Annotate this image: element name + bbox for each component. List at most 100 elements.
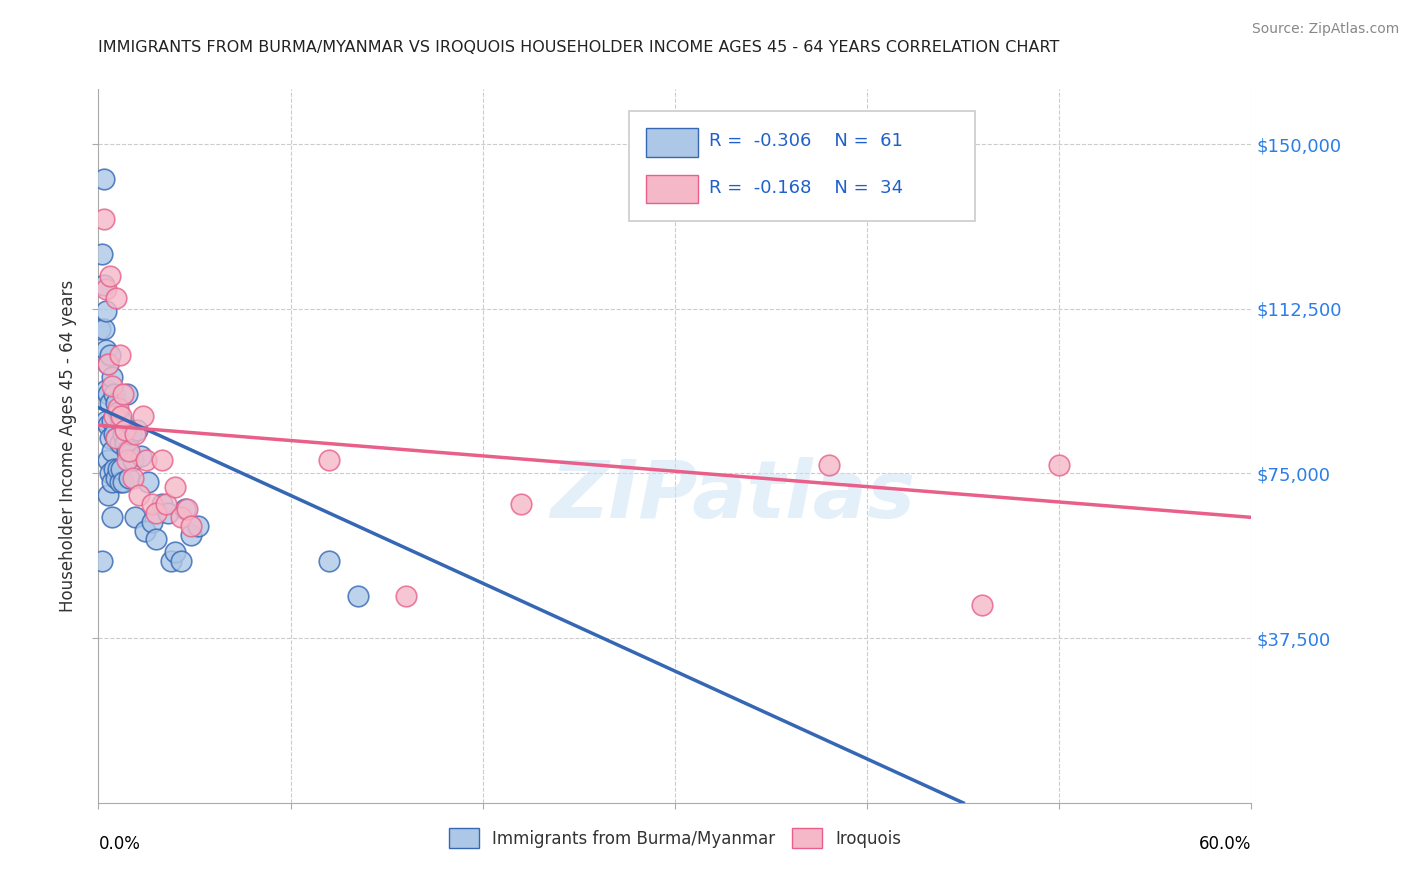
- Point: [318, 453, 340, 467]
- Point: [128, 488, 150, 502]
- Point: [160, 554, 183, 568]
- Point: [94, 383, 117, 397]
- Point: [97, 357, 120, 371]
- Point: [98, 396, 121, 410]
- Point: [817, 458, 839, 472]
- Point: [124, 510, 146, 524]
- Point: [170, 510, 193, 524]
- Point: [98, 268, 121, 283]
- Point: [104, 396, 127, 410]
- Point: [91, 247, 114, 261]
- Point: [107, 401, 129, 415]
- Point: [97, 453, 120, 467]
- Point: [93, 172, 115, 186]
- Point: [108, 435, 131, 450]
- Text: IMMIGRANTS FROM BURMA/MYANMAR VS IROQUOIS HOUSEHOLDER INCOME AGES 45 - 64 YEARS : IMMIGRANTS FROM BURMA/MYANMAR VS IROQUOI…: [98, 40, 1060, 55]
- Text: R =  -0.168    N =  34: R = -0.168 N = 34: [710, 178, 904, 196]
- Point: [972, 598, 994, 612]
- Point: [98, 431, 121, 445]
- Point: [91, 554, 114, 568]
- Text: Source: ZipAtlas.com: Source: ZipAtlas.com: [1251, 22, 1399, 37]
- Point: [114, 423, 136, 437]
- Point: [97, 357, 120, 371]
- Legend: Immigrants from Burma/Myanmar, Iroquois: Immigrants from Burma/Myanmar, Iroquois: [441, 822, 908, 855]
- Point: [98, 348, 121, 362]
- Point: [112, 426, 135, 441]
- Point: [94, 282, 117, 296]
- Point: [176, 501, 198, 516]
- Point: [101, 475, 124, 490]
- Point: [108, 475, 131, 490]
- Point: [346, 590, 368, 604]
- Point: [138, 475, 160, 490]
- Point: [104, 471, 127, 485]
- Point: [118, 444, 141, 458]
- Point: [112, 387, 135, 401]
- Point: [155, 497, 177, 511]
- Point: [108, 348, 131, 362]
- Point: [104, 431, 127, 445]
- Point: [141, 515, 163, 529]
- Point: [110, 414, 132, 428]
- Point: [93, 277, 115, 292]
- Point: [117, 387, 139, 401]
- Point: [395, 590, 418, 604]
- Point: [97, 387, 120, 401]
- Point: [141, 497, 163, 511]
- Point: [103, 462, 125, 476]
- Point: [129, 449, 152, 463]
- Text: R =  -0.306    N =  61: R = -0.306 N = 61: [710, 132, 903, 150]
- Point: [94, 414, 117, 428]
- Point: [124, 426, 146, 441]
- FancyBboxPatch shape: [628, 111, 974, 221]
- Point: [150, 453, 173, 467]
- Point: [114, 435, 136, 450]
- Y-axis label: Householder Income Ages 45 - 64 years: Householder Income Ages 45 - 64 years: [59, 280, 77, 612]
- Point: [101, 369, 124, 384]
- Point: [107, 462, 129, 476]
- Point: [101, 510, 124, 524]
- FancyBboxPatch shape: [647, 128, 697, 157]
- Point: [118, 471, 141, 485]
- Point: [145, 506, 167, 520]
- Point: [122, 453, 145, 467]
- Point: [135, 453, 157, 467]
- Point: [112, 475, 135, 490]
- Point: [134, 524, 156, 538]
- Point: [165, 480, 187, 494]
- Point: [125, 423, 148, 437]
- Point: [510, 497, 533, 511]
- Point: [107, 405, 129, 419]
- Point: [110, 462, 132, 476]
- Point: [97, 488, 120, 502]
- Point: [180, 528, 202, 542]
- Point: [170, 554, 193, 568]
- Point: [1047, 458, 1070, 472]
- FancyBboxPatch shape: [647, 175, 697, 203]
- Text: ZIPatlas: ZIPatlas: [550, 457, 915, 535]
- Point: [103, 409, 125, 424]
- Point: [94, 343, 117, 358]
- Text: 60.0%: 60.0%: [1199, 835, 1251, 853]
- Point: [117, 444, 139, 458]
- Point: [104, 291, 127, 305]
- Point: [174, 501, 197, 516]
- Point: [103, 387, 125, 401]
- Point: [104, 431, 127, 445]
- Point: [120, 426, 142, 441]
- Point: [93, 321, 115, 335]
- Point: [101, 444, 124, 458]
- Point: [117, 453, 139, 467]
- Point: [101, 414, 124, 428]
- Point: [156, 506, 179, 520]
- Point: [98, 467, 121, 481]
- Point: [103, 426, 125, 441]
- Point: [131, 409, 153, 424]
- Point: [145, 533, 167, 547]
- Point: [93, 211, 115, 226]
- Point: [101, 378, 124, 392]
- Point: [187, 519, 209, 533]
- Point: [110, 409, 132, 424]
- Point: [94, 304, 117, 318]
- Point: [150, 497, 173, 511]
